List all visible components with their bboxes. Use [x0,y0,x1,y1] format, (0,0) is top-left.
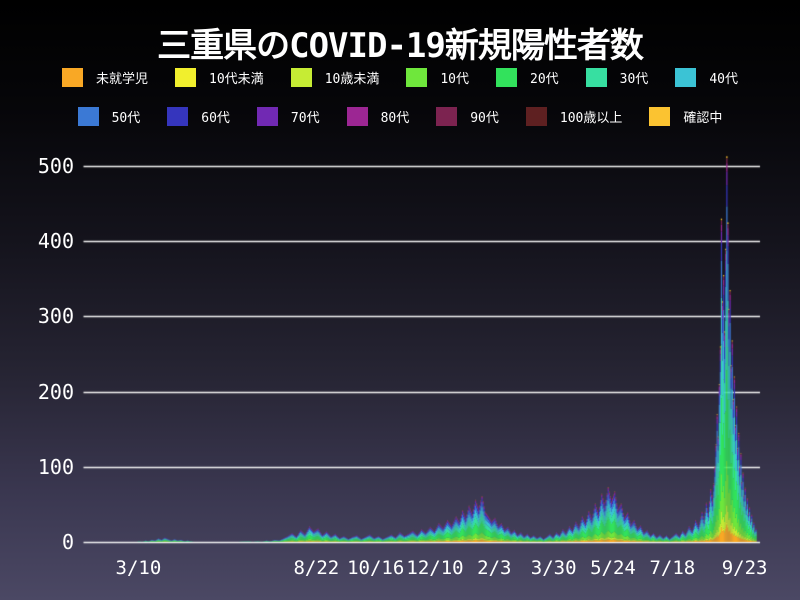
legend-swatch-icon [62,68,84,87]
legend-swatch-icon [406,68,428,87]
legend-swatch-icon [525,107,547,126]
x-tick-label: 3/30 [530,557,577,579]
chart-title: 三重県のCOVID-19新規陽性者数 [157,26,644,66]
legend-label: 20代 [530,72,559,87]
y-tick-label: 300 [37,304,74,329]
legend-swatch-icon [290,68,312,87]
legend-swatch-icon [496,68,517,87]
y-tick-label: 100 [37,454,74,479]
x-tick-label: 12/10 [406,557,464,579]
legend-item-80代: 80代 [346,107,410,126]
y-tick-label: 0 [61,530,74,554]
legend-item-10代: 10代 [406,68,469,87]
legend-swatch-icon [436,107,458,126]
legend-swatch-icon [256,107,278,126]
x-tick-label: 10/16 [347,557,405,579]
legend-swatch-icon [77,107,99,126]
legend-swatch-icon [675,68,697,87]
x-tick-label: 2/3 [477,557,512,579]
legend-item-90代: 90代 [436,107,499,126]
legend-row-2: 50代 60代 70代 80代 90代 100歳以上 確認中 [0,107,800,126]
legend-item-20代: 20代 [496,68,559,87]
legend-item-未就学児: 未就学児 [62,68,148,87]
x-tick-label: 8/22 [293,557,340,579]
legend-label: 10歳未満 [324,72,380,87]
legend-item-60代: 60代 [167,107,230,126]
legend-item-50代: 50代 [77,107,141,126]
legend-label: 50代 [111,111,141,126]
legend-swatch-icon [167,107,189,126]
y-tick-label: 400 [37,229,74,254]
legend-swatch-icon [346,107,368,126]
legend-label: 10代 [440,72,469,87]
x-tick-label: 7/18 [649,557,696,579]
legend-item-10歳未満: 10歳未満 [290,68,380,87]
legend-label: 100歳以上 [559,111,623,126]
x-tick-label: 5/24 [590,557,636,579]
legend-label: 10代未満 [209,72,264,87]
legend-label: 30代 [619,72,649,87]
legend-item-40代: 40代 [675,68,738,87]
x-tick-label: 9/23 [721,557,768,579]
legend-row-1: 未就学児 10代未満 10歳未満 10代 20代 30代 40代 [0,68,800,87]
legend-item-10代未満: 10代未満 [175,68,264,87]
legend-item-30代: 30代 [585,68,649,87]
legend-label: 60代 [201,111,230,126]
legend-item-確認中: 確認中 [649,107,722,126]
legend-swatch-icon [585,68,607,87]
legend-item-70代: 70代 [256,107,320,126]
legend-label: 90代 [470,111,499,126]
legend-item-100歳以上: 100歳以上 [525,107,623,126]
legend-label: 未就学児 [96,72,149,87]
x-tick-label: 3/10 [115,557,162,579]
legend-label: 80代 [380,111,410,126]
legend-label: 70代 [290,111,320,126]
y-tick-label: 200 [37,379,74,404]
legend-label: 確認中 [683,111,723,126]
y-tick-label: 500 [37,154,74,178]
legend-label: 40代 [709,72,738,87]
legend-swatch-icon [649,107,671,126]
legend-swatch-icon [175,68,197,87]
